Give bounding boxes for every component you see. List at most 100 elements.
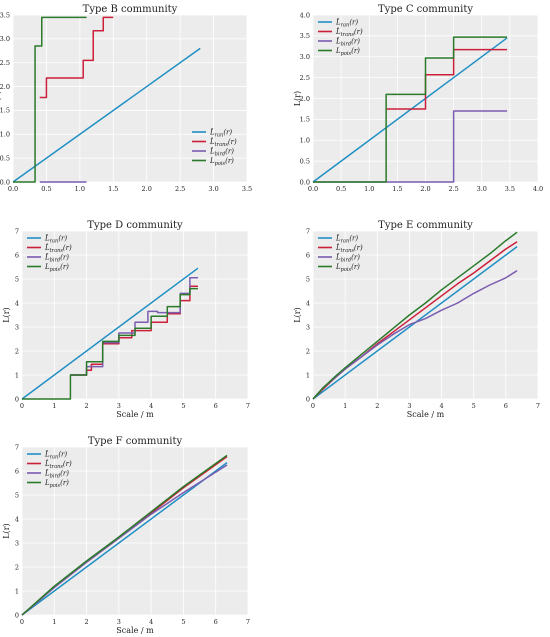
x-tick-label: 5 — [472, 402, 476, 410]
y-tick-label: 2 — [15, 347, 19, 355]
y-tick-label: 0.0 — [0, 178, 10, 186]
y-tick-label: 3.5 — [300, 32, 310, 40]
legend: L̂ran(r)L̂trans(r)L̂bird(r)Lpois(r) — [318, 234, 363, 273]
y-tick-label: 4 — [15, 299, 19, 307]
x-tick-label: 6 — [214, 618, 218, 626]
y-tick-label: 4 — [306, 299, 310, 307]
legend-entry: L̂bird(r) — [335, 253, 360, 263]
y-axis-label: L(r) — [2, 307, 11, 322]
legend-entry: L̂ran(r) — [209, 128, 232, 138]
x-tick-label: 2.0 — [142, 185, 152, 193]
y-tick-label: 6 — [306, 251, 310, 259]
y-tick-label: 1.0 — [300, 137, 310, 145]
x-tick-label: 0.5 — [336, 185, 346, 193]
y-tick-label: 0.5 — [300, 157, 310, 165]
y-axis-label: L(r) — [0, 91, 2, 106]
y-tick-label: 4 — [15, 515, 19, 523]
x-tick-label: 2.5 — [448, 185, 458, 193]
y-tick-label: 2 — [15, 563, 19, 571]
legend-entry: L̂trans(r) — [44, 460, 72, 470]
x-tick-label: 7 — [246, 402, 250, 410]
chart-title: Type F community — [88, 436, 183, 447]
y-tick-label: 1 — [15, 371, 19, 379]
y-tick-label: 3.5 — [0, 11, 10, 19]
y-tick-label: 5 — [306, 275, 310, 283]
x-tick-label: 0.0 — [8, 185, 18, 193]
y-tick-label: 1 — [306, 371, 310, 379]
y-tick-label: 1 — [15, 587, 19, 595]
legend-entry: L̂trans(r) — [209, 138, 237, 148]
series-line-4 — [312, 231, 518, 400]
x-tick-label: 4 — [440, 402, 444, 410]
legend-entry: Lpois(r) — [44, 479, 69, 489]
x-tick-label: 0 — [311, 402, 315, 410]
series-line-1 — [312, 37, 508, 183]
y-tick-label: 3 — [306, 323, 310, 331]
x-tick-label: 1.0 — [75, 185, 85, 193]
series-line-2 — [39, 16, 114, 99]
x-axis-label: Scale / m — [407, 410, 445, 419]
series-line-1 — [21, 267, 199, 400]
y-tick-label: 1.0 — [0, 131, 10, 139]
x-tick-label: 2 — [85, 618, 89, 626]
y-axis-label: L(r) — [2, 523, 11, 538]
x-tick-label: 2.0 — [420, 185, 430, 193]
series-line-3 — [312, 269, 518, 400]
y-tick-label: 0.5 — [0, 154, 10, 162]
x-tick-label: 4 — [149, 618, 153, 626]
x-tick-label: 3.5 — [505, 185, 515, 193]
y-tick-label: 7 — [15, 227, 19, 235]
x-tick-label: 3 — [407, 402, 411, 410]
legend-entry: L̂trans(r) — [335, 244, 363, 254]
legend-entry: Lpois(r) — [209, 157, 234, 167]
x-tick-label: 3.0 — [208, 185, 218, 193]
x-tick-label: 0 — [20, 402, 24, 410]
legend: L̂ran(r)L̂trans(r)L̂bird(r)Lpois(r) — [27, 234, 72, 273]
chart-panel-5: 0 1 2 3 4 5 6 7 0 1 2 3 4 5 6 7 Type F community Scale / … — [2, 436, 250, 635]
series-line-4 — [13, 16, 87, 183]
legend-entry: L̂bird(r) — [209, 147, 234, 157]
y-tick-label: 3 — [15, 323, 19, 331]
x-tick-label: 2 — [375, 402, 379, 410]
chart-title: Type E community — [378, 220, 473, 231]
x-tick-label: 1 — [343, 402, 347, 410]
legend-entry: Lpois(r) — [44, 263, 69, 273]
y-tick-label: 2 — [306, 347, 310, 355]
x-tick-label: 5 — [181, 402, 185, 410]
x-tick-label: 6 — [214, 402, 218, 410]
x-axis-label: Scale / m — [116, 626, 154, 635]
series-line-4 — [21, 454, 228, 616]
x-axis-label: Scale / m — [116, 410, 154, 419]
legend-entry: Lpois(r) — [335, 263, 360, 273]
y-tick-label: 6 — [15, 251, 19, 259]
legend: L̂ran(r)L̂trans(r)L̂bird(r)Lpois(r) — [27, 450, 72, 489]
x-tick-label: 2 — [85, 402, 89, 410]
legend-entry: L̂ran(r) — [335, 234, 358, 244]
series-line-1 — [12, 47, 201, 183]
series-line-2 — [386, 48, 508, 110]
x-tick-label: 6 — [504, 402, 508, 410]
chart-panel-3: 0 1 2 3 4 5 6 7 0 1 2 3 4 5 6 7 Type D community Scale / … — [2, 220, 250, 419]
x-tick-label: 7 — [246, 618, 250, 626]
x-tick-label: 3 — [117, 618, 121, 626]
chart-panel-2: 0.0 0.5 1.0 1.5 2.0 2.5 3.0 3.5 4.0 0.0 0.5 1.0 1.5 2… — [293, 4, 543, 193]
y-tick-label: 7 — [306, 227, 310, 235]
series-line-3 — [21, 464, 228, 616]
x-tick-label: 1.0 — [364, 185, 374, 193]
legend-entry: L̂bird(r) — [44, 253, 69, 263]
y-tick-label: 5 — [15, 491, 19, 499]
chart-panel-1: 0.0 0.5 1.0 1.5 2.0 2.5 3.0 3.5 0.0 0.5 1.0 1.5 2.0 2… — [0, 4, 252, 193]
x-tick-label: 3.0 — [477, 185, 487, 193]
y-tick-label: 0.0 — [300, 178, 310, 186]
y-tick-label: 0 — [306, 395, 310, 403]
y-tick-label: 5 — [15, 275, 19, 283]
legend-entry: L̂trans(r) — [44, 244, 72, 254]
y-tick-label: 2.0 — [300, 95, 310, 103]
chart-title: Type D community — [87, 220, 183, 231]
x-tick-label: 0 — [20, 618, 24, 626]
x-tick-label: 1 — [52, 618, 56, 626]
legend-entry: L̂bird(r) — [335, 37, 360, 47]
chart-panel-4: 0 1 2 3 4 5 6 7 0 1 2 3 4 5 6 7 Type E community Scale / … — [293, 220, 540, 419]
y-tick-label: 7 — [15, 443, 19, 451]
x-tick-label: 4.0 — [533, 185, 543, 193]
